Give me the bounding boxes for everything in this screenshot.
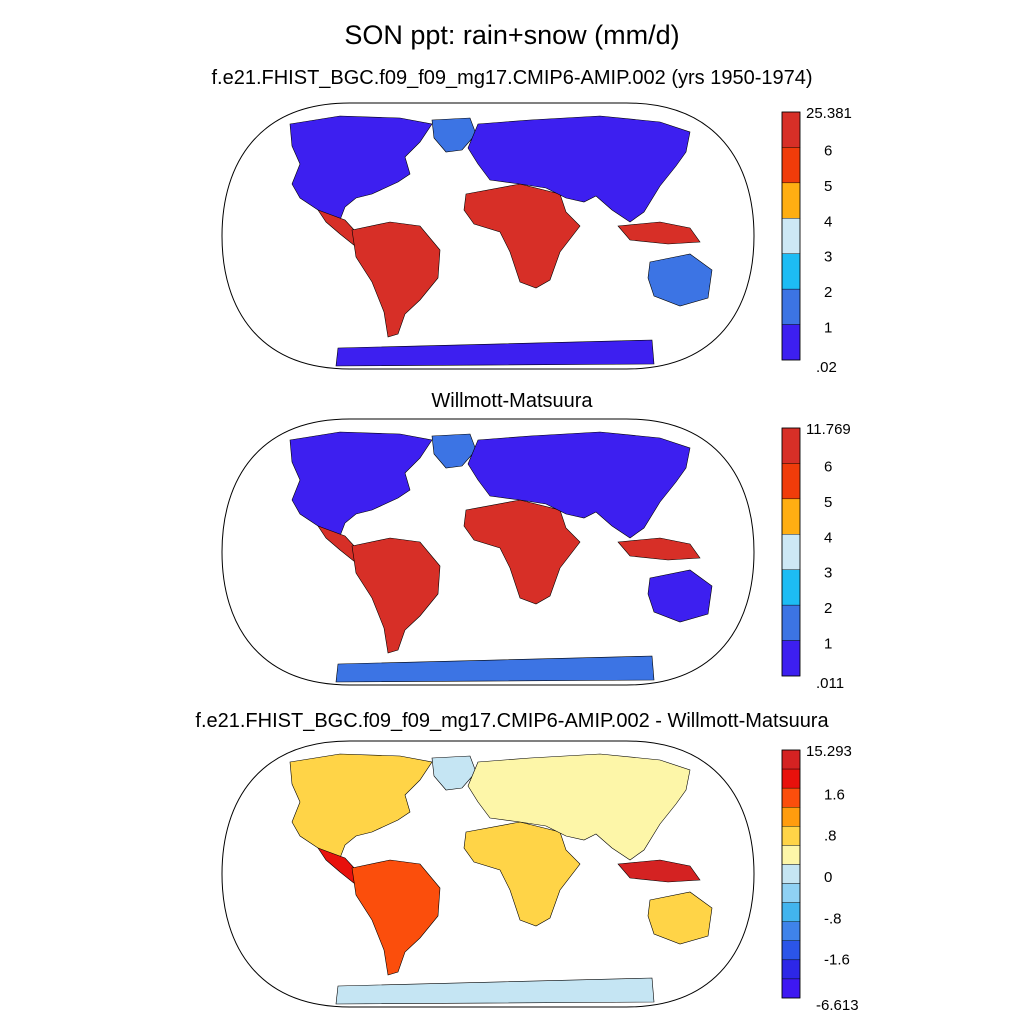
colorbar-swatch (781, 807, 801, 827)
panel-2-map: 11.769 6 5 4 3 2 1 .011 (0, 418, 1024, 688)
colorbar-swatch (781, 534, 801, 570)
panel-3-title: f.e21.FHIST_BGC.f09_f09_mg17.CMIP6-AMIP.… (195, 710, 829, 732)
colorbar-tick-label: -.8 (824, 910, 842, 927)
colorbar-tick-label: .011 (816, 675, 844, 688)
colorbar-tick-label: 4 (824, 213, 832, 230)
colorbar-swatch (781, 768, 801, 789)
land-greenland (431, 117, 477, 153)
land-eurasia (467, 115, 691, 223)
colorbar-swatch (781, 427, 801, 464)
land-indonesia (617, 221, 701, 245)
colorbar-tick-label: 0 (824, 869, 832, 886)
colorbar-swatch (781, 182, 801, 219)
land-sa (351, 859, 441, 976)
map-frame (221, 102, 755, 370)
land-eurasia (467, 431, 691, 539)
colorbar-tick-label: 5 (824, 494, 832, 511)
land-australia (647, 253, 713, 307)
colorbar-swatch (781, 787, 801, 808)
colorbar-swatch (781, 640, 801, 677)
colorbar-frame (781, 749, 801, 999)
colorbar-swatch (781, 498, 801, 535)
land-greenland (431, 433, 477, 469)
colorbar-tick-label: 2 (824, 600, 832, 617)
colorbar-tick-label: .8 (824, 828, 837, 845)
main-title: SON ppt: rain+snow (mm/d) (344, 20, 680, 50)
map-frame (221, 418, 755, 686)
colorbar-swatch (781, 959, 801, 980)
panel-1-map: 25.381 6 5 4 3 2 1 .02 (0, 102, 1024, 372)
panel-1-title: f.e21.FHIST_BGC.f09_f09_mg17.CMIP6-AMIP.… (211, 67, 813, 89)
colorbar-swatch (781, 569, 801, 606)
colorbar-tick-label: 1 (824, 320, 832, 337)
colorbar-swatch (781, 111, 801, 148)
land-indonesia (617, 537, 701, 561)
colorbar-tick-label: 25.381 (806, 105, 852, 122)
colorbar-tick-label: 11.769 (806, 421, 851, 438)
colorbar-tick-label: 4 (824, 529, 832, 546)
colorbar-swatch (781, 978, 801, 999)
land-indonesia (617, 859, 701, 883)
land-eurasia (467, 753, 691, 861)
map-frame (221, 740, 755, 1008)
map-land-layer (289, 431, 713, 683)
land-antarctica (335, 977, 655, 1005)
land-africa (463, 821, 581, 927)
colorbar-frame (781, 111, 801, 361)
colorbar-swatch (781, 253, 801, 290)
colorbar-swatch (781, 883, 801, 903)
colorbar: 11.769 6 5 4 3 2 1 .011 (781, 421, 851, 688)
colorbar-swatch (781, 604, 801, 641)
land-na (289, 431, 433, 537)
colorbar-swatch (781, 940, 801, 961)
colorbar-tick-label: 3 (824, 249, 832, 266)
land-na (289, 753, 433, 859)
land-australia (647, 891, 713, 945)
colorbar-swatch (781, 826, 801, 846)
land-australia (647, 569, 713, 623)
colorbar-tick-label: 15.293 (806, 743, 852, 760)
land-na (289, 115, 433, 221)
map-land-layer (289, 115, 713, 367)
land-greenland (431, 755, 477, 791)
colorbar-swatch (781, 749, 801, 770)
colorbar-swatch (781, 218, 801, 254)
land-africa (463, 499, 581, 605)
panel-3-map: 15.293 1.6 .8 0 -.8 -1.6 -6.613 (0, 740, 1024, 1010)
land-antarctica (335, 339, 655, 367)
colorbar: 25.381 6 5 4 3 2 1 .02 (781, 105, 852, 372)
colorbar-tick-label: 2 (824, 284, 832, 301)
colorbar-tick-label: 1 (824, 636, 832, 653)
colorbar-tick-label: -6.613 (816, 997, 859, 1010)
colorbar-frame (781, 427, 801, 677)
map-land-layer (289, 753, 713, 1005)
land-antarctica (335, 655, 655, 683)
colorbar-swatch (781, 921, 801, 941)
land-sa (351, 221, 441, 338)
colorbar-tick-label: 6 (824, 142, 832, 159)
panel-2-title: Willmott-Matsuura (431, 390, 593, 412)
colorbar-tick-label: 5 (824, 178, 832, 195)
colorbar-tick-label: 3 (824, 565, 832, 582)
colorbar-swatch (781, 864, 801, 884)
land-africa (463, 183, 581, 289)
colorbar-tick-label: .02 (816, 359, 837, 372)
colorbar-swatch (781, 147, 801, 184)
panel-3-svg: 15.293 1.6 .8 0 -.8 -1.6 -6.613 (221, 740, 859, 1010)
colorbar-tick-label: -1.6 (824, 952, 850, 969)
colorbar-swatch (781, 324, 801, 361)
land-sa (351, 537, 441, 654)
panel-2-svg: 11.769 6 5 4 3 2 1 .011 (221, 418, 851, 688)
colorbar-swatch (781, 288, 801, 325)
colorbar-tick-label: 1.6 (824, 786, 845, 803)
colorbar-swatch (781, 902, 801, 922)
colorbar-swatch (781, 845, 801, 865)
colorbar: 15.293 1.6 .8 0 -.8 -1.6 -6.613 (781, 743, 859, 1010)
colorbar-tick-label: 6 (824, 458, 832, 475)
colorbar-swatch (781, 463, 801, 500)
panel-1-svg: 25.381 6 5 4 3 2 1 .02 (221, 102, 852, 372)
